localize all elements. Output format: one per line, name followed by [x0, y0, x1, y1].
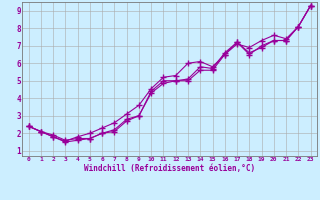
X-axis label: Windchill (Refroidissement éolien,°C): Windchill (Refroidissement éolien,°C): [84, 164, 255, 173]
